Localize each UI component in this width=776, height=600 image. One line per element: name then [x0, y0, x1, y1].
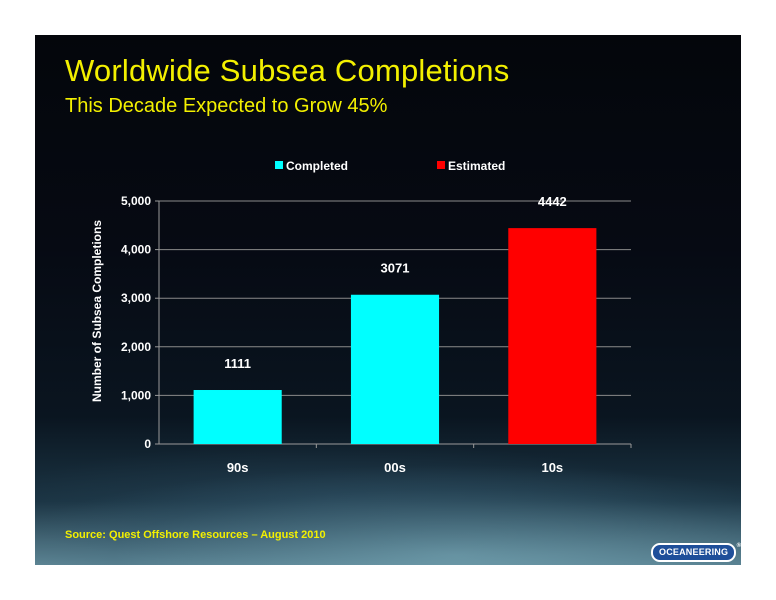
legend: Completed Estimated — [275, 159, 505, 173]
y-tick-label: 3,000 — [121, 291, 151, 305]
bar-00s — [350, 294, 440, 444]
y-tick-label: 4,000 — [121, 243, 151, 257]
bar-10s — [508, 228, 597, 444]
slide-subtitle: This Decade Expected to Grow 45% — [65, 95, 388, 117]
y-tick-label: 0 — [144, 437, 151, 451]
y-tick-label: 5,000 — [121, 194, 151, 208]
y-tick-label: 2,000 — [121, 340, 151, 354]
bar-90s — [193, 390, 282, 444]
legend-swatch — [437, 161, 445, 169]
x-tick-labels: 90s 00s 10s — [227, 444, 632, 475]
data-label: 3071 — [381, 261, 410, 276]
legend-label: Estimated — [448, 159, 505, 173]
y-tick-labels: 0 1,000 2,000 3,000 4,000 5,000 — [121, 194, 151, 451]
x-tick-label: 90s — [227, 460, 249, 475]
data-label: 1111 — [224, 356, 251, 371]
legend-swatch — [275, 161, 283, 169]
logo-text: OCEANEERING — [659, 547, 729, 557]
data-labels: 1111 3071 4442 — [224, 194, 567, 371]
x-tick-label: 10s — [541, 460, 563, 475]
x-tick-label: 00s — [384, 460, 406, 475]
y-tick-label: 1,000 — [121, 388, 151, 402]
slide-title: Worldwide Subsea Completions — [65, 53, 510, 88]
legend-label: Completed — [286, 159, 348, 173]
oceaneering-logo: OCEANEERING ® — [651, 543, 741, 562]
source-note: Source: Quest Offshore Resources – Augus… — [65, 529, 326, 541]
y-axis-label: Number of Subsea Completions — [90, 220, 104, 402]
data-label: 4442 — [538, 194, 567, 209]
slide: Worldwide Subsea Completions This Decade… — [35, 35, 741, 565]
bars — [193, 228, 597, 444]
trademark-symbol: ® — [736, 543, 741, 549]
